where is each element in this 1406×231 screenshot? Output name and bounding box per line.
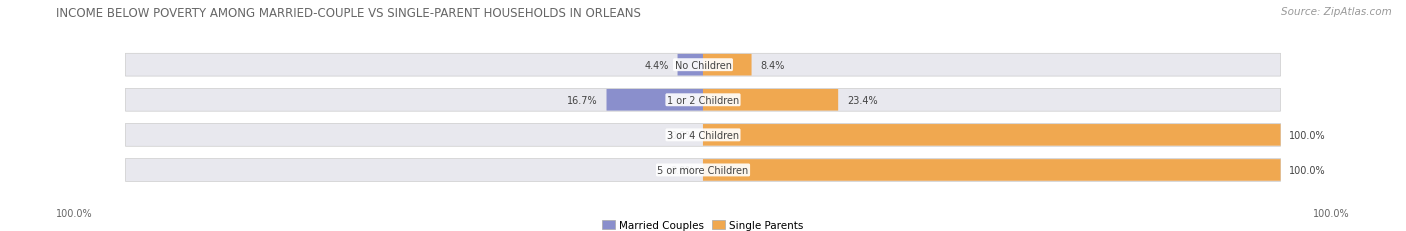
Text: 0.0%: 0.0%	[671, 130, 695, 140]
Text: 1 or 2 Children: 1 or 2 Children	[666, 95, 740, 105]
Text: 3 or 4 Children: 3 or 4 Children	[666, 130, 740, 140]
FancyBboxPatch shape	[703, 125, 1281, 146]
Text: No Children: No Children	[675, 61, 731, 70]
FancyBboxPatch shape	[125, 124, 1281, 147]
Text: 8.4%: 8.4%	[761, 61, 785, 70]
FancyBboxPatch shape	[125, 54, 1281, 77]
Text: INCOME BELOW POVERTY AMONG MARRIED-COUPLE VS SINGLE-PARENT HOUSEHOLDS IN ORLEANS: INCOME BELOW POVERTY AMONG MARRIED-COUPL…	[56, 7, 641, 20]
FancyBboxPatch shape	[678, 55, 703, 76]
Text: 5 or more Children: 5 or more Children	[658, 165, 748, 175]
Text: 23.4%: 23.4%	[846, 95, 877, 105]
FancyBboxPatch shape	[606, 90, 703, 111]
FancyBboxPatch shape	[125, 89, 1281, 112]
Text: 100.0%: 100.0%	[56, 208, 93, 218]
FancyBboxPatch shape	[125, 159, 1281, 182]
Text: Source: ZipAtlas.com: Source: ZipAtlas.com	[1281, 7, 1392, 17]
Text: 16.7%: 16.7%	[567, 95, 598, 105]
Text: 4.4%: 4.4%	[644, 61, 669, 70]
Text: 100.0%: 100.0%	[1289, 130, 1326, 140]
Text: 100.0%: 100.0%	[1313, 208, 1350, 218]
FancyBboxPatch shape	[703, 159, 1281, 181]
Text: 100.0%: 100.0%	[1289, 165, 1326, 175]
Legend: Married Couples, Single Parents: Married Couples, Single Parents	[603, 220, 803, 230]
FancyBboxPatch shape	[703, 90, 838, 111]
Text: 0.0%: 0.0%	[671, 165, 695, 175]
FancyBboxPatch shape	[703, 55, 752, 76]
